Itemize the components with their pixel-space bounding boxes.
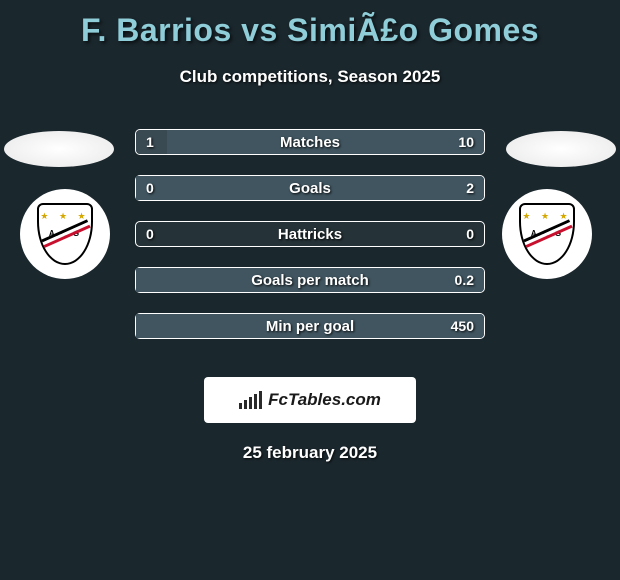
stat-row: 0 Goals 2 (135, 175, 485, 201)
stat-value-left: 1 (146, 134, 154, 150)
stat-label: Min per goal (266, 318, 354, 335)
season-subtitle: Club competitions, Season 2025 (0, 67, 620, 87)
player-avatar-left (4, 131, 114, 167)
stat-row: 0 Hattricks 0 (135, 221, 485, 247)
comparison-title: F. Barrios vs SimiÃ£o Gomes (0, 0, 620, 49)
club-badge-right: ★ ★ ★ A.C.G (502, 189, 600, 279)
stat-value-right: 2 (466, 180, 474, 196)
stat-label: Goals (289, 180, 331, 197)
stat-row: Goals per match 0.2 (135, 267, 485, 293)
stat-value-right: 0.2 (455, 272, 474, 288)
stat-label: Hattricks (278, 226, 342, 243)
stats-column: 1 Matches 10 0 Goals 2 0 Hattricks 0 Goals per ma… (135, 129, 485, 359)
stat-row: Min per goal 450 (135, 313, 485, 339)
watermark-badge: FcTables.com (204, 377, 416, 423)
stat-value-left: 0 (146, 180, 154, 196)
stat-value-left: 0 (146, 226, 154, 242)
bar-chart-icon (239, 391, 262, 409)
watermark-text: FcTables.com (268, 390, 381, 410)
club-badge-left: ★ ★ ★ A.C.G (20, 189, 118, 279)
stat-value-right: 10 (458, 134, 474, 150)
player-avatar-right (506, 131, 616, 167)
stat-value-right: 0 (466, 226, 474, 242)
stat-label: Matches (280, 134, 340, 151)
stat-value-right: 450 (451, 318, 474, 334)
snapshot-date: 25 february 2025 (0, 443, 620, 463)
stat-row: 1 Matches 10 (135, 129, 485, 155)
comparison-area: ★ ★ ★ A.C.G ★ ★ ★ A.C.G 1 Matches 10 0 Goals… (0, 129, 620, 369)
stat-label: Goals per match (251, 272, 369, 289)
